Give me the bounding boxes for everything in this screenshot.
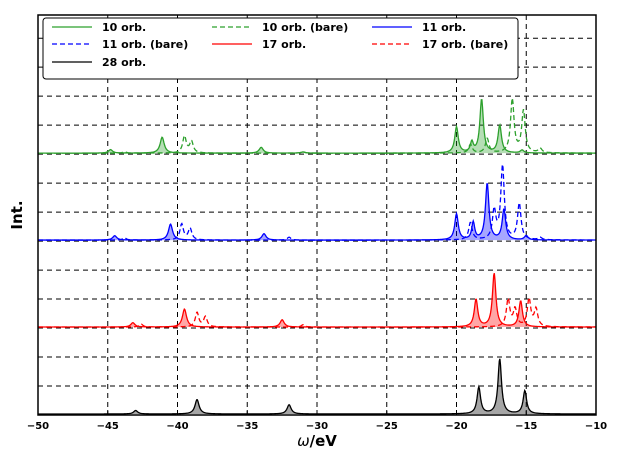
series-line-5 — [38, 295, 596, 328]
legend: 10 orb. 10 orb. (bare) 11 orb. 11 orb. (bar… — [42, 17, 519, 80]
legend-label: 11 orb. (bare) — [102, 38, 188, 51]
legend-box — [42, 17, 519, 80]
x-tick-label: −45 — [97, 421, 119, 432]
series-fill-4 — [38, 273, 596, 328]
legend-label: 17 orb. (bare) — [422, 38, 508, 51]
y-axis-label: Int. — [8, 200, 26, 229]
x-axis-label: ω/eV — [297, 432, 337, 450]
x-tick-label: −35 — [236, 421, 258, 432]
legend-label: 17 orb. — [262, 38, 306, 51]
series-line-3 — [38, 164, 596, 241]
x-tick-label: −10 — [585, 421, 607, 432]
x-tick-label: −40 — [166, 421, 188, 432]
x-tick-label: −15 — [515, 421, 537, 432]
x-axis-symbol: ω — [297, 432, 310, 450]
x-axis-unit: /eV — [310, 432, 338, 450]
x-tick-label: −50 — [27, 421, 49, 432]
legend-label: 11 orb. — [422, 21, 466, 34]
x-axis-ticks: −50 −45 −40 −35 −30 −25 −20 −15 −10 — [27, 410, 607, 432]
legend-label: 28 orb. — [102, 56, 146, 69]
series-line-4 — [38, 273, 596, 328]
legend-label: 10 orb. — [102, 21, 146, 34]
series-lines — [38, 97, 596, 415]
series-fill-0 — [38, 99, 596, 154]
series-line-2 — [38, 183, 596, 241]
x-tick-label: −30 — [306, 421, 328, 432]
series-line-0 — [38, 99, 596, 154]
series-fills — [38, 99, 596, 414]
legend-label: 10 orb. (bare) — [262, 21, 348, 34]
series-fill-2 — [38, 183, 596, 241]
x-tick-label: −25 — [376, 421, 398, 432]
x-tick-label: −20 — [445, 421, 467, 432]
series-line-1 — [38, 97, 596, 154]
